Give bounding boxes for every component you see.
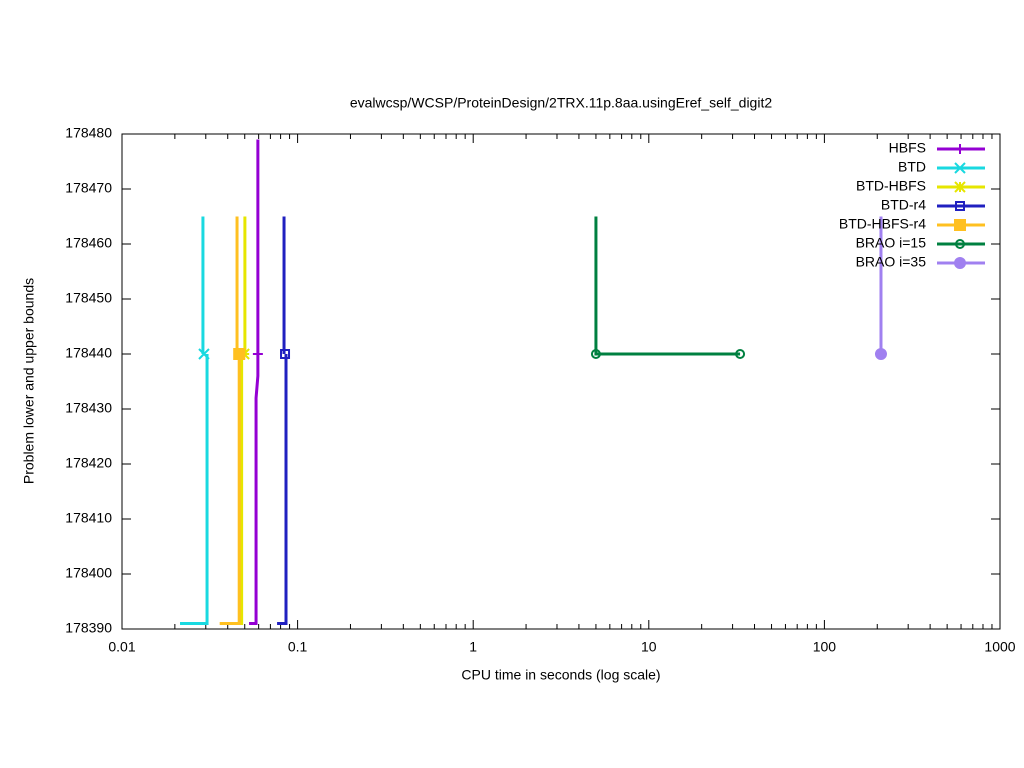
marker xyxy=(590,349,601,359)
y-tick-label: 178420 xyxy=(65,455,112,471)
marker-part xyxy=(590,349,601,359)
y-tick-label: 178460 xyxy=(65,235,112,251)
x-tick-label: 0.01 xyxy=(108,639,135,655)
marker-part xyxy=(735,349,746,359)
y-tick-label: 178390 xyxy=(65,620,112,636)
x-tick-label: 10 xyxy=(641,639,657,655)
series-line xyxy=(180,216,209,625)
marker xyxy=(955,144,965,154)
legend-label: BTD xyxy=(898,159,926,175)
marker xyxy=(955,201,965,211)
marker-part xyxy=(955,239,965,249)
legend-label: BRAO i=15 xyxy=(856,235,927,251)
marker xyxy=(198,348,210,360)
legend-label: BTD-HBFS-r4 xyxy=(839,216,926,232)
y-tick-label: 178470 xyxy=(65,180,112,196)
marker xyxy=(954,257,966,269)
x-tick-label: 0.1 xyxy=(288,639,308,655)
marker xyxy=(233,348,246,360)
marker-part xyxy=(198,348,210,360)
marker-part xyxy=(954,181,966,193)
series-line xyxy=(277,216,288,625)
marker xyxy=(874,348,887,360)
marker-part xyxy=(874,348,887,360)
legend-label: BRAO i=35 xyxy=(856,254,927,270)
marker xyxy=(954,162,966,174)
y-tick-label: 178440 xyxy=(65,345,112,361)
chart-title: evalwcsp/WCSP/ProteinDesign/2TRX.11p.8aa… xyxy=(350,95,773,111)
series-line xyxy=(594,216,741,356)
marker-part xyxy=(954,257,966,269)
marker xyxy=(955,239,965,249)
legend-label: BTD-r4 xyxy=(881,197,926,213)
series-line xyxy=(219,216,241,625)
x-axis-label: CPU time in seconds (log scale) xyxy=(461,667,660,683)
series-line xyxy=(249,139,260,625)
plot-frame xyxy=(121,133,1001,630)
marker xyxy=(735,349,746,359)
marker-part xyxy=(954,219,966,231)
series-line xyxy=(221,216,247,625)
y-tick-label: 178480 xyxy=(65,125,112,141)
x-tick-label: 100 xyxy=(813,639,837,655)
y-tick-label: 178400 xyxy=(65,565,112,581)
marker xyxy=(954,219,966,231)
y-tick-label: 178410 xyxy=(65,510,112,526)
marker-part xyxy=(280,349,291,359)
marker-part xyxy=(955,201,965,211)
y-tick-label: 178450 xyxy=(65,290,112,306)
marker xyxy=(252,349,263,359)
legend-label: BTD-HBFS xyxy=(856,178,926,194)
y-axis-label: Problem lower and upper bounds xyxy=(21,278,37,484)
marker-part xyxy=(233,348,246,360)
legend-label: HBFS xyxy=(889,140,926,156)
y-tick-label: 178430 xyxy=(65,400,112,416)
marker-part xyxy=(954,162,966,174)
marker xyxy=(954,181,966,193)
marker xyxy=(280,349,291,359)
x-tick-label: 1000 xyxy=(984,639,1015,655)
x-tick-label: 1 xyxy=(469,639,477,655)
